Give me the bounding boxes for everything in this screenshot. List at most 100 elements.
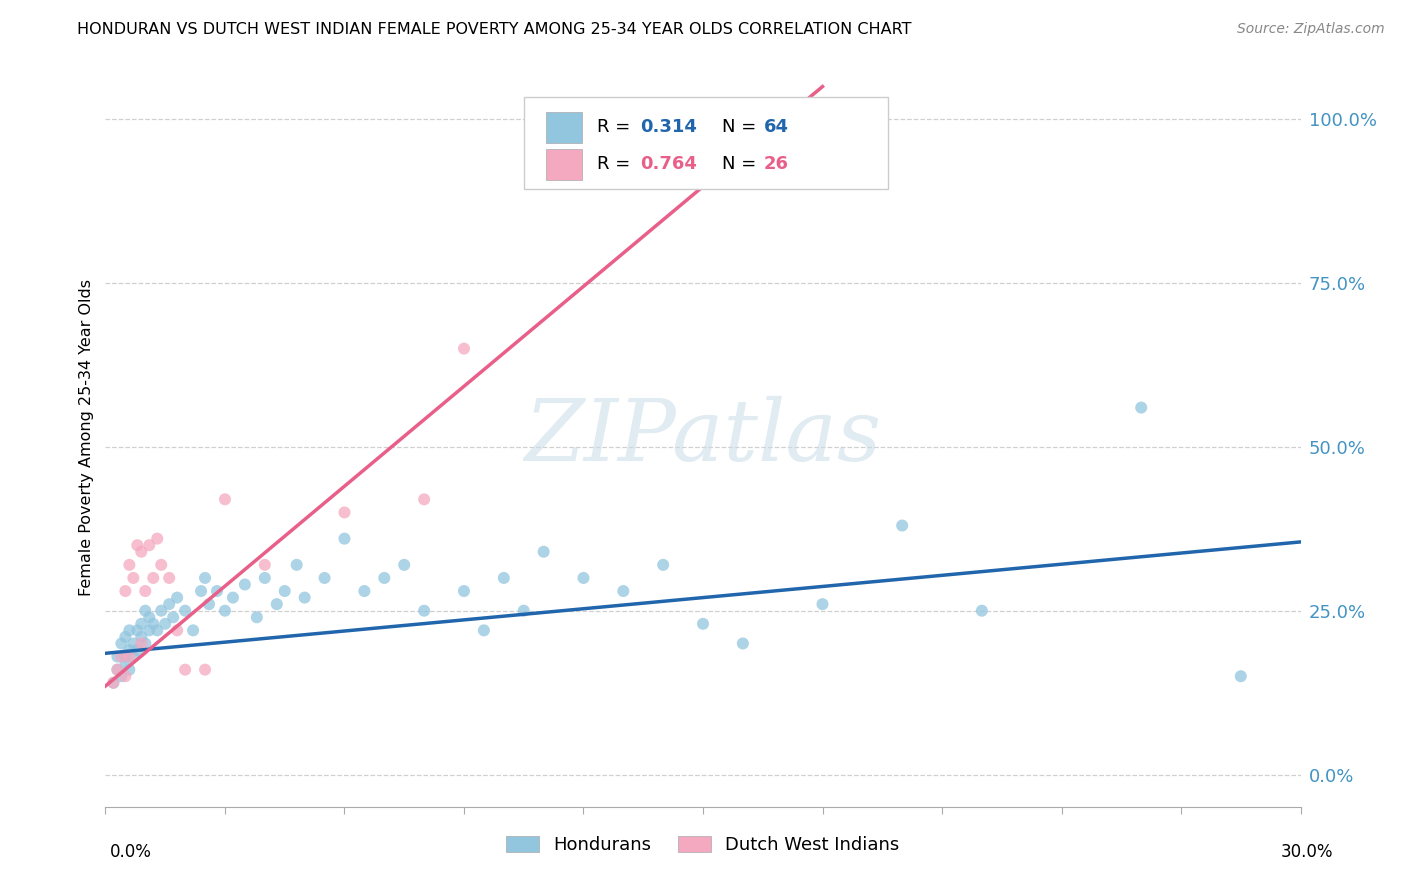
Point	[114, 584, 136, 599]
Text: 0.314: 0.314	[640, 119, 696, 136]
Point	[122, 636, 145, 650]
Point	[1229, 669, 1251, 683]
FancyBboxPatch shape	[524, 96, 889, 189]
Point	[122, 571, 145, 585]
Point	[413, 492, 436, 507]
Text: 64: 64	[763, 119, 789, 136]
Point	[129, 636, 153, 650]
Point	[353, 584, 375, 599]
Point	[612, 584, 634, 599]
Point	[692, 616, 714, 631]
Point	[233, 577, 256, 591]
Point	[118, 649, 141, 664]
Point	[266, 597, 288, 611]
Point	[198, 597, 221, 611]
Point	[333, 532, 356, 546]
Point	[194, 571, 217, 585]
Point	[127, 624, 149, 638]
Point	[166, 591, 188, 605]
Point	[129, 545, 153, 559]
Bar	[547, 149, 582, 179]
Point	[453, 584, 475, 599]
Point	[970, 604, 993, 618]
Point	[246, 610, 269, 624]
Text: 0.764: 0.764	[640, 155, 696, 173]
Point	[138, 624, 160, 638]
Point	[103, 675, 125, 690]
Text: 26: 26	[763, 155, 789, 173]
Point	[811, 597, 834, 611]
Point	[453, 342, 475, 356]
Point	[194, 663, 217, 677]
Point	[118, 558, 141, 572]
Point	[129, 630, 153, 644]
Point	[142, 571, 165, 585]
Point	[134, 636, 156, 650]
Point	[1130, 401, 1153, 415]
Point	[174, 663, 197, 677]
Point	[166, 624, 188, 638]
Point	[190, 584, 212, 599]
Point	[891, 518, 914, 533]
Point	[107, 663, 129, 677]
Point	[107, 649, 129, 664]
Point	[138, 538, 160, 552]
Point	[134, 604, 156, 618]
Point	[253, 558, 276, 572]
Text: N =: N =	[723, 155, 762, 173]
Point	[253, 571, 276, 585]
Point	[285, 558, 308, 572]
Point	[333, 505, 356, 519]
Point	[174, 604, 197, 618]
Point	[114, 656, 136, 670]
Point	[103, 675, 125, 690]
Point	[373, 571, 395, 585]
Point	[157, 571, 180, 585]
Point	[181, 624, 204, 638]
Text: HONDURAN VS DUTCH WEST INDIAN FEMALE POVERTY AMONG 25-34 YEAR OLDS CORRELATION C: HONDURAN VS DUTCH WEST INDIAN FEMALE POV…	[77, 22, 912, 37]
Point	[118, 643, 141, 657]
Point	[153, 616, 177, 631]
Text: ZIPatlas: ZIPatlas	[524, 396, 882, 478]
Point	[146, 624, 169, 638]
Text: R =: R =	[596, 155, 636, 173]
Point	[114, 630, 136, 644]
Bar	[547, 112, 582, 143]
Y-axis label: Female Poverty Among 25-34 Year Olds: Female Poverty Among 25-34 Year Olds	[79, 278, 94, 596]
Point	[107, 663, 129, 677]
Point	[129, 616, 153, 631]
Point	[222, 591, 245, 605]
Point	[110, 649, 132, 664]
Point	[134, 584, 156, 599]
Point	[205, 584, 228, 599]
Point	[118, 624, 141, 638]
Point	[273, 584, 295, 599]
Point	[572, 571, 595, 585]
Point	[142, 616, 165, 631]
Point	[118, 663, 141, 677]
Point	[127, 643, 149, 657]
Point	[157, 597, 180, 611]
Legend: Hondurans, Dutch West Indians: Hondurans, Dutch West Indians	[499, 829, 907, 861]
Point	[652, 558, 675, 572]
Point	[138, 610, 160, 624]
Point	[150, 558, 173, 572]
Point	[110, 636, 132, 650]
Point	[214, 492, 236, 507]
Point	[392, 558, 416, 572]
Point	[127, 538, 149, 552]
Point	[492, 571, 515, 585]
Point	[114, 669, 136, 683]
Text: 0.0%: 0.0%	[110, 843, 152, 861]
Point	[472, 624, 495, 638]
Point	[314, 571, 336, 585]
Point	[731, 636, 754, 650]
Point	[214, 604, 236, 618]
Point	[146, 532, 169, 546]
Point	[150, 604, 173, 618]
Point	[114, 649, 136, 664]
Point	[513, 604, 536, 618]
Text: Source: ZipAtlas.com: Source: ZipAtlas.com	[1237, 22, 1385, 37]
Point	[731, 99, 754, 113]
Point	[294, 591, 316, 605]
